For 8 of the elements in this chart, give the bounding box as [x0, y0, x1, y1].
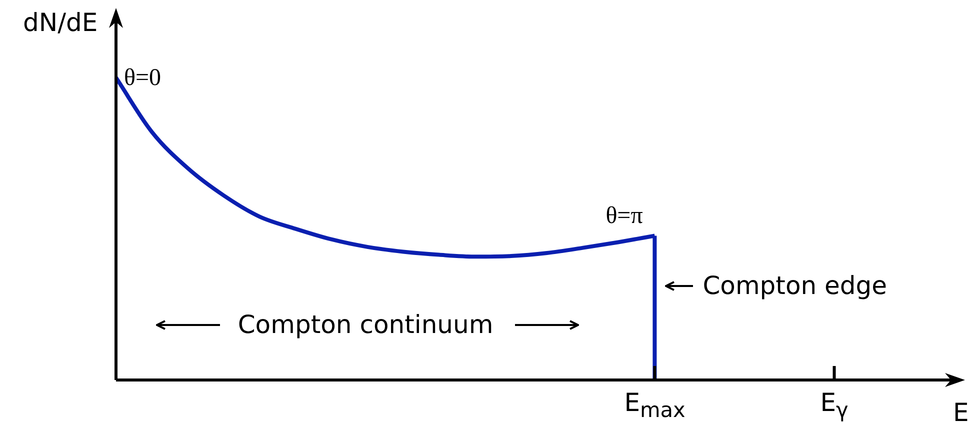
annotation: Compton continuum — [238, 310, 494, 339]
annotation: θ=π — [606, 202, 643, 229]
y-axis-title: dN/dE — [23, 8, 98, 37]
annotation: Compton edge — [702, 271, 888, 300]
x-axis-title: E — [953, 398, 969, 423]
annotation: θ=0 — [124, 64, 162, 91]
x-tick-label: E$_{max}$ — [624, 388, 686, 422]
x-tick-label: E$_{γ}$ — [820, 388, 848, 422]
